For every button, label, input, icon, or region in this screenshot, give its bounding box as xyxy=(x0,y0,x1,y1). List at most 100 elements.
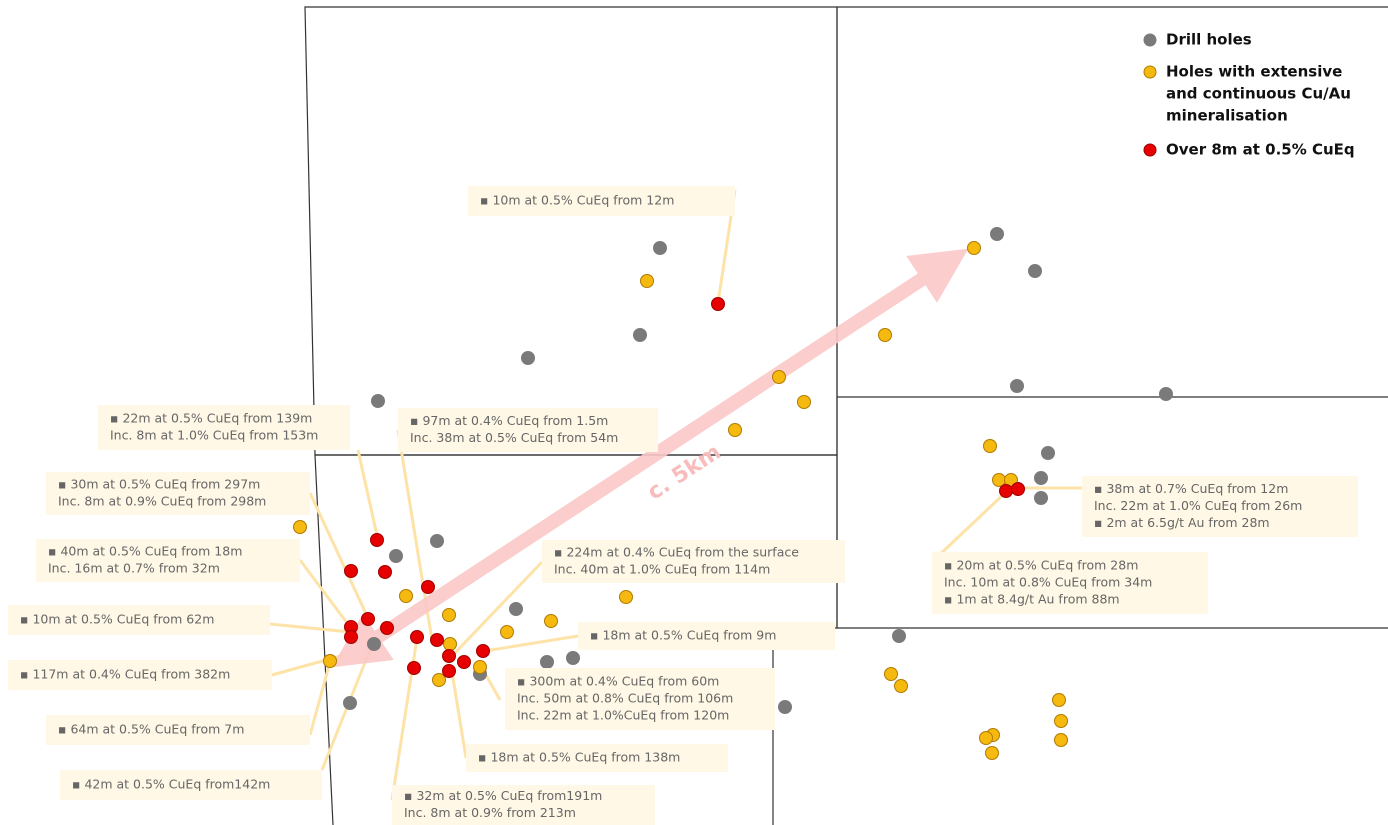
callout-box xyxy=(98,405,350,450)
distance-arrow xyxy=(331,248,969,668)
drill-hole xyxy=(421,580,435,594)
drill-hole xyxy=(653,241,667,255)
callout-text: ▪ 1m at 8.4g/t Au from 88m xyxy=(944,592,1120,607)
callout-box xyxy=(46,472,310,515)
drill-hole xyxy=(1034,491,1048,505)
callout-box xyxy=(932,552,1208,614)
callout-text: ▪ 38m at 0.7% CuEq from 12m xyxy=(1094,481,1288,496)
drill-hole xyxy=(399,589,413,603)
callout-box xyxy=(8,605,270,635)
leader-line xyxy=(356,449,380,541)
leader-line xyxy=(932,490,1008,562)
block xyxy=(836,6,1388,629)
drill-hole xyxy=(778,700,792,714)
callout-text: Inc. 38m at 0.5% CuEq from 54m xyxy=(410,430,618,445)
legend-label: mineralisation xyxy=(1166,107,1288,125)
callout-text: ▪ 117m at 0.4% CuEq from 382m xyxy=(20,667,230,682)
legend-label: and continuous Cu/Au xyxy=(1166,85,1351,103)
callout-text: ▪ 20m at 0.5% CuEq from 28m xyxy=(944,558,1138,573)
drill-hole xyxy=(640,274,654,288)
callout-text: ▪ 40m at 0.5% CuEq from 18m xyxy=(48,544,242,559)
callouts: ▪ 10m at 0.5% CuEq from 12m ▪ 22m at 0.5%… xyxy=(8,186,1358,825)
callout-text: ▪ 42m at 0.5% CuEq from142m xyxy=(72,777,270,792)
drill-hole xyxy=(443,637,457,651)
callout-text: ▪ 10m at 0.5% CuEq from 62m xyxy=(20,612,214,627)
drill-hole xyxy=(367,637,381,651)
drill-hole xyxy=(619,590,633,604)
drill-hole xyxy=(892,629,906,643)
callout-text: Inc. 8m at 0.9% from 213m xyxy=(404,805,576,820)
drill-hole xyxy=(633,328,647,342)
callout-text: Inc. 8m at 1.0% CuEq from 153m xyxy=(110,428,318,443)
drill-hole xyxy=(894,679,908,693)
drill-hole xyxy=(407,661,421,675)
drill-hole xyxy=(343,696,357,710)
leader-line xyxy=(308,492,370,619)
drill-hole xyxy=(380,621,394,635)
callout-text: ▪ 18m at 0.5% CuEq from 138m xyxy=(478,750,680,765)
drill-hole xyxy=(442,608,456,622)
callout-box xyxy=(505,668,775,730)
callout-text: ▪ 22m at 0.5% CuEq from 139m xyxy=(110,411,312,426)
drill-hole xyxy=(389,549,403,563)
legend: Drill holes Holes with extensive and conti… xyxy=(1143,31,1355,159)
drill-hole xyxy=(509,602,523,616)
callout-text: ▪ 224m at 0.4% CuEq from the surface xyxy=(554,545,799,560)
drill-hole xyxy=(344,630,358,644)
drill-hole xyxy=(728,423,742,437)
drill-hole xyxy=(544,614,558,628)
leader-line xyxy=(450,671,468,759)
legend-marker xyxy=(1143,143,1157,157)
drill-hole xyxy=(323,654,337,668)
callout-text: ▪ 300m at 0.4% CuEq from 60m xyxy=(517,674,719,689)
callout-text: ▪ 97m at 0.4% CuEq from 1.5m xyxy=(410,413,608,428)
callout-text: Inc. 16m at 0.7% from 32m xyxy=(48,561,220,576)
callout-text: Inc. 22m at 1.0%CuEq from 120m xyxy=(517,708,729,723)
callout-text: ▪ 64m at 0.5% CuEq from 7m xyxy=(58,722,244,737)
drill-hole xyxy=(521,351,535,365)
drill-hole xyxy=(1034,471,1048,485)
drill-hole xyxy=(979,731,993,745)
leader-line xyxy=(484,634,579,653)
callout-text: Inc. 10m at 0.8% CuEq from 34m xyxy=(944,575,1152,590)
callout-box xyxy=(392,785,655,825)
leader-line xyxy=(298,559,352,628)
drill-hole xyxy=(999,484,1013,498)
drill-hole xyxy=(1159,387,1173,401)
callout-box xyxy=(8,660,272,690)
drill-hole xyxy=(344,564,358,578)
callout-text: ▪ 32m at 0.5% CuEq from191m xyxy=(404,788,602,803)
callout-text: ▪ 2m at 6.5g/t Au from 28m xyxy=(1094,515,1270,530)
drill-hole xyxy=(378,565,392,579)
drill-hole xyxy=(990,227,1004,241)
drill-hole xyxy=(430,633,444,647)
drill-hole xyxy=(1052,693,1066,707)
drill-hole xyxy=(476,644,490,658)
callout-box xyxy=(60,770,322,800)
legend-marker xyxy=(1143,65,1157,79)
callout-text: Inc. 8m at 0.9% CuEq from 298m xyxy=(58,494,266,509)
drill-hole xyxy=(457,655,471,669)
callout-text: ▪ 30m at 0.5% CuEq from 297m xyxy=(58,477,260,492)
callout-text: Inc. 22m at 1.0% CuEq from 26m xyxy=(1094,498,1302,513)
drill-hole xyxy=(985,746,999,760)
callout-text: Inc. 50m at 0.8% CuEq from 106m xyxy=(517,691,733,706)
drill-hole xyxy=(878,328,892,342)
callout-box xyxy=(1082,476,1358,537)
drill-hole xyxy=(884,667,898,681)
drill-hole xyxy=(442,649,456,663)
legend-label: Over 8m at 0.5% CuEq xyxy=(1166,141,1355,159)
drill-hole xyxy=(473,660,487,674)
drill-hole xyxy=(442,664,456,678)
drill-hole xyxy=(371,394,385,408)
callout-box xyxy=(578,622,835,650)
legend-label: Holes with extensive xyxy=(1166,63,1342,81)
callout-text: ▪ 18m at 0.5% CuEq from 9m xyxy=(590,628,776,643)
leader-line xyxy=(308,661,332,736)
leader-line xyxy=(269,622,351,634)
drill-hole xyxy=(1041,446,1055,460)
callout-box xyxy=(398,408,658,452)
drill-hole xyxy=(1028,264,1042,278)
drill-hole xyxy=(772,370,786,384)
